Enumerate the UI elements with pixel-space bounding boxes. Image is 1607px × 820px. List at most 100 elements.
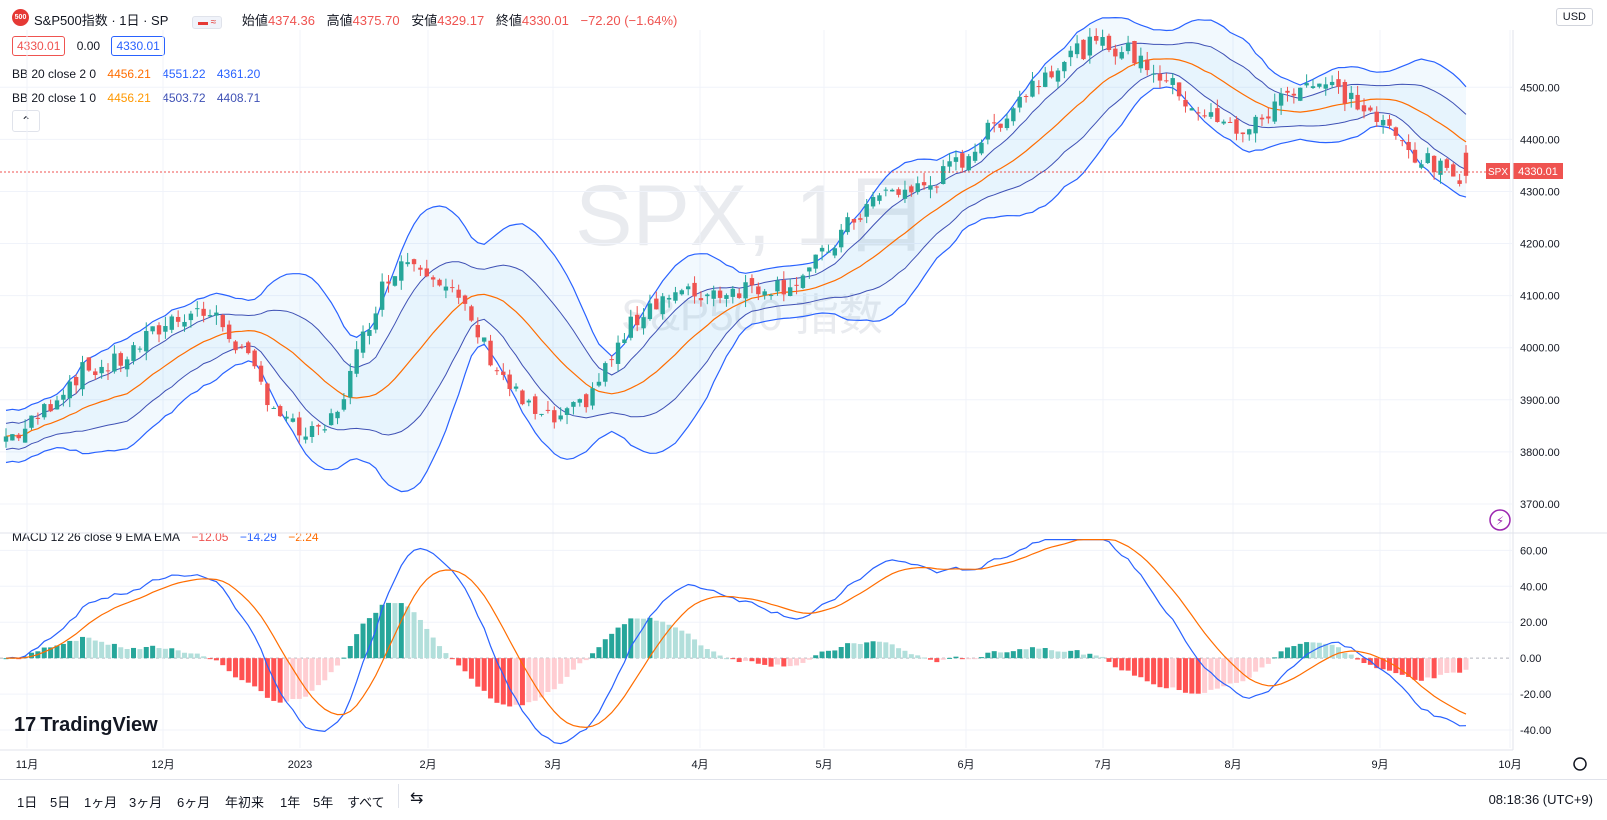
time-tick-label: 2023 <box>288 759 312 771</box>
macd-histogram-bar <box>507 658 513 707</box>
macd-histogram-bar <box>1004 652 1010 659</box>
compare-toggle[interactable]: ▬ ≈ <box>192 16 223 29</box>
spread-value: 0.00 <box>76 39 101 53</box>
tf-1y[interactable]: 1年 <box>280 795 301 810</box>
macd-histogram-bar <box>1240 658 1246 682</box>
bb2-legend[interactable]: BB 20 close 2 0 4456.21 4551.22 4361.20 <box>12 67 268 81</box>
candle-body <box>1074 43 1080 55</box>
macd-histogram-bar <box>29 652 35 659</box>
candle-body <box>1176 82 1182 97</box>
collapse-legend-button[interactable]: ⌃ <box>12 110 40 132</box>
tradingview-logo[interactable]: 17 TradingView <box>14 714 158 737</box>
tf-all[interactable]: すべて <box>347 795 385 810</box>
tf-1d[interactable]: 1日 <box>17 795 38 810</box>
price-pills: 4330.01 0.00 4330.01 <box>12 36 173 56</box>
macd-tick-label: 0.00 <box>1520 653 1541 665</box>
macd-histogram-bar <box>99 641 105 659</box>
candle-body <box>1094 35 1099 41</box>
candle-body <box>1215 108 1220 122</box>
buy-price-pill[interactable]: 4330.01 <box>111 36 165 56</box>
candle-body <box>622 339 627 343</box>
macd-histogram-bar <box>1425 658 1431 678</box>
candle-body <box>277 406 283 417</box>
macd-tick-label: 60.00 <box>1520 545 1548 557</box>
macd-histogram-bar <box>41 647 47 659</box>
macd-histogram-bar <box>54 645 60 659</box>
candle-body <box>941 166 946 184</box>
macd-histogram-bar <box>1431 658 1437 679</box>
candle-body <box>1145 59 1150 71</box>
macd-histogram-bar <box>1144 658 1150 682</box>
candle-body <box>1055 70 1061 82</box>
candle-body <box>1310 86 1316 89</box>
macd-histogram-bar <box>570 658 576 670</box>
macd-histogram-bar <box>545 658 551 693</box>
candle-body <box>564 408 570 415</box>
currency-selector[interactable]: USD <box>1555 8 1593 26</box>
macd-histogram-bar <box>1182 658 1188 693</box>
candle-body <box>469 306 474 321</box>
candle-body <box>705 294 710 297</box>
candle-body <box>851 219 857 223</box>
candle-body <box>685 286 691 290</box>
candle-body <box>1132 40 1137 64</box>
candle-body <box>647 303 653 320</box>
time-tick-label: 3月 <box>544 759 561 771</box>
macd-histogram-bar <box>1017 649 1023 659</box>
macd-histogram-bar <box>1061 651 1067 659</box>
tf-ytd[interactable]: 年初来 <box>225 795 265 810</box>
candle-body <box>1291 93 1297 96</box>
macd-histogram-bar <box>723 658 729 660</box>
macd-histogram-bar <box>449 658 455 660</box>
macd-histogram-bar <box>590 653 596 659</box>
time-tick-label: 10月 <box>1498 759 1521 771</box>
macd-histogram-bar <box>373 612 379 659</box>
macd-histogram-bar <box>430 637 436 659</box>
gear-icon[interactable] <box>1573 757 1587 771</box>
tf-3m[interactable]: 3ヶ月 <box>129 795 163 810</box>
macd-histogram-bar <box>787 658 793 667</box>
macd-histogram-bar <box>889 644 895 659</box>
tf-5d[interactable]: 5日 <box>50 795 71 810</box>
tf-5y[interactable]: 5年 <box>313 795 334 810</box>
macd-histogram-bar <box>347 646 353 659</box>
bb2-fill <box>6 17 1466 492</box>
candle-body <box>1125 42 1131 52</box>
macd-histogram-bar <box>666 624 672 659</box>
candle-body <box>603 363 608 382</box>
macd-histogram-bar <box>819 651 825 659</box>
candle-body <box>360 331 366 353</box>
candle-body <box>698 298 704 301</box>
bb1-legend[interactable]: BB 20 close 1 0 4456.21 4503.72 4408.71 <box>12 91 268 105</box>
candle-body <box>475 324 480 338</box>
symbol-title[interactable]: S&P500指数 · 1日 · SP <box>34 13 169 28</box>
macd-histogram-bar <box>1284 647 1290 659</box>
macd-histogram-bar <box>991 651 997 659</box>
lightning-glyph: ⚡ <box>1496 514 1504 528</box>
macd-histogram-bar <box>245 658 251 683</box>
macd-histogram-bar <box>1068 650 1074 659</box>
macd-histogram-bar <box>513 658 519 705</box>
sell-price-pill[interactable]: 4330.01 <box>12 36 66 56</box>
tf-1m[interactable]: 1ヶ月 <box>84 795 118 810</box>
macd-histogram-bar <box>1246 658 1252 678</box>
chart-canvas[interactable]: SPX, 1日 S&P500 指数 3700.003800.003900.004… <box>0 0 1607 779</box>
macd-histogram-bar <box>762 658 768 665</box>
candle-body <box>118 353 123 366</box>
candle-body <box>182 321 187 327</box>
macd-histogram-bar <box>602 639 608 659</box>
candle-body <box>717 290 723 298</box>
candle-body <box>1100 37 1105 46</box>
macd-histogram-bar <box>1355 658 1361 660</box>
date-range-icon[interactable]: ⇆ <box>410 790 424 807</box>
tf-6m[interactable]: 6ヶ月 <box>177 795 211 810</box>
candle-body <box>571 402 576 407</box>
candle-body <box>819 247 825 252</box>
ohlc-change: −72.20 (−1.64%) <box>580 13 678 28</box>
candle-body <box>1419 164 1424 168</box>
clock-readout[interactable]: 08:18:36 (UTC+9) <box>1488 792 1593 807</box>
candle-body <box>188 313 194 321</box>
lightning-icon[interactable] <box>1489 509 1511 531</box>
time-tick-label: 2月 <box>419 759 436 771</box>
macd-histogram-bar <box>124 648 130 659</box>
